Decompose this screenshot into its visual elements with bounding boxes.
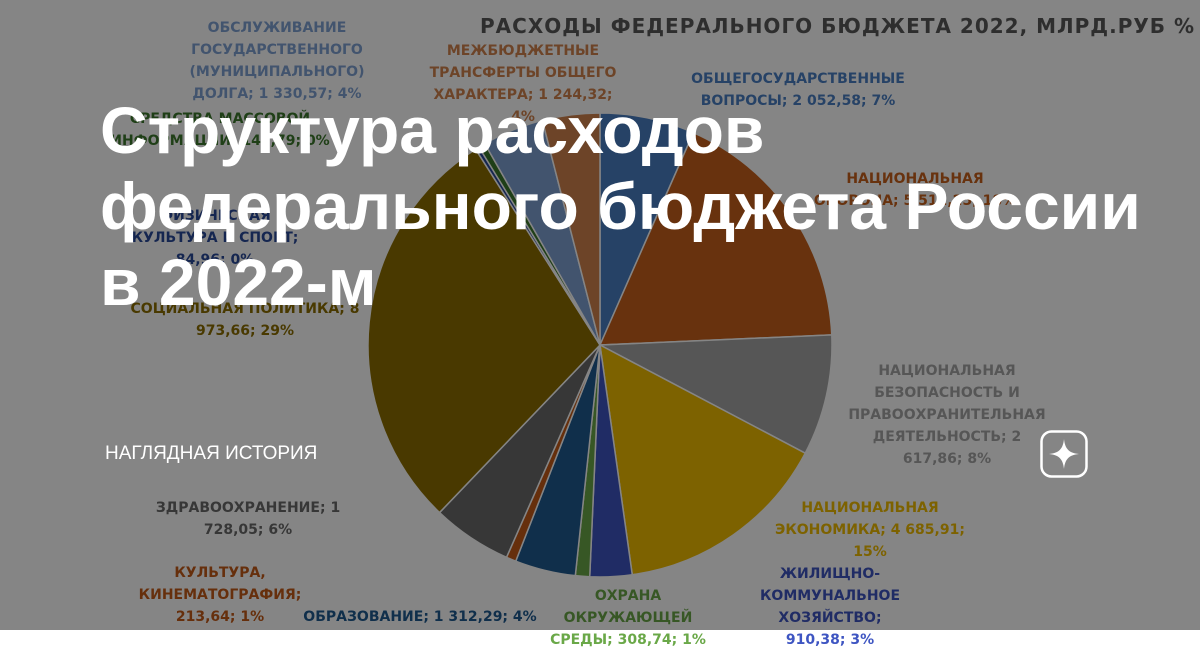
label-value: 308,74; bbox=[617, 632, 678, 648]
pie-slice bbox=[597, 334, 833, 455]
label-share: 0% bbox=[230, 252, 255, 268]
label-share: 4% bbox=[512, 609, 537, 625]
pie-slice bbox=[598, 131, 833, 346]
data-label: ФИЗИЧЕСКАЯ КУЛЬТУРА И СПОРТ; 84,96; 0% bbox=[125, 205, 305, 271]
label-share: 4% bbox=[337, 86, 362, 102]
label-category: ЖИЛИЩНО-КОММУНАЛЬНОЕ ХОЗЯЙСТВО; bbox=[759, 566, 901, 626]
headline-line: в 2022-м bbox=[100, 245, 377, 319]
data-label: МЕЖБЮДЖЕТНЫЕ ТРАНСФЕРТЫ ОБЩЕГО ХАРАКТЕРА… bbox=[423, 40, 623, 128]
label-share: 29% bbox=[260, 323, 294, 339]
headline-line: федерального бюджета России bbox=[100, 169, 1141, 243]
data-label: НАЦИОНАЛЬНАЯ БЕЗОПАСНОСТЬ И ПРАВООХРАНИТ… bbox=[845, 360, 1050, 470]
pie-slice bbox=[599, 343, 807, 576]
label-value: 1 330,57; bbox=[258, 86, 333, 102]
data-label: ОБРАЗОВАНИЕ; 1 312,29; 4% bbox=[300, 606, 540, 628]
data-label: СОЦИАЛЬНАЯ ПОЛИТИКА; 8 973,66; 29% bbox=[130, 298, 360, 342]
label-category: ОХРАНА ОКРУЖАЮЩЕЙ СРЕДЫ; bbox=[550, 588, 693, 648]
label-value: 4 685,91; bbox=[890, 522, 965, 538]
data-label: ЗДРАВООХРАНЕНИЕ; 1 728,05; 6% bbox=[148, 497, 348, 541]
label-share: 6% bbox=[268, 522, 293, 538]
data-label: СРЕДСТВА МАССОВОЙ ИНФОРМАЦИИ; 143,79; 0% bbox=[100, 108, 340, 152]
label-category: ОБЩЕГОСУДАРСТВЕННЫЕ ВОПРОСЫ; bbox=[691, 71, 905, 109]
chart: РАСХОДЫ ФЕДЕРАЛЬНОГО БЮДЖЕТА 2022, МЛРД.… bbox=[100, 14, 1196, 648]
label-share: 1% bbox=[240, 609, 265, 625]
label-category: ОБРАЗОВАНИЕ; bbox=[303, 609, 429, 625]
label-value: 2 052,58; bbox=[792, 93, 867, 109]
label-category: НАЦИОНАЛЬНАЯ ЭКОНОМИКА; bbox=[775, 500, 939, 538]
chart-title: РАСХОДЫ ФЕДЕРАЛЬНОГО БЮДЖЕТА 2022, МЛРД.… bbox=[480, 14, 1196, 38]
data-label: КУЛЬТУРА, КИНЕМАТОГРАФИЯ; 213,64; 1% bbox=[120, 562, 320, 628]
label-category: СОЦИАЛЬНАЯ ПОЛИТИКА; bbox=[130, 301, 345, 317]
label-value: 8 973,66; bbox=[195, 301, 360, 339]
label-value: 84,96; bbox=[175, 252, 226, 268]
brand: НАГЛЯДНАЯ ИСТОРИЯ bbox=[105, 443, 318, 464]
label-category: СРЕДСТВА МАССОВОЙ ИНФОРМАЦИИ; bbox=[110, 111, 311, 149]
pie-slice bbox=[541, 112, 601, 346]
label-share: 18% bbox=[982, 193, 1017, 209]
label-value: 213,64; bbox=[175, 609, 236, 625]
label-category: ОБСЛУЖИВАНИЕ ГОСУДАРСТВЕННОГО (МУНИЦИПАЛ… bbox=[189, 20, 365, 102]
data-label: НАЦИОНАЛЬНАЯ ОБОРОНА; 5 512,25; 18% bbox=[805, 168, 1025, 212]
pie bbox=[367, 112, 833, 578]
label-share: 8% bbox=[967, 451, 992, 467]
label-category: НАЦИОНАЛЬНАЯ БЕЗОПАСНОСТЬ И ПРАВООХРАНИТ… bbox=[848, 363, 1046, 445]
label-value: 1 728,05; bbox=[203, 500, 341, 538]
label-share: 3% bbox=[850, 632, 875, 648]
label-value: 1 244,32; bbox=[538, 87, 613, 103]
label-share: 1% bbox=[682, 632, 706, 648]
headline: Структура расходов федерального бюджета Р… bbox=[100, 92, 1141, 320]
label-category: ЗДРАВООХРАНЕНИЕ; bbox=[155, 500, 326, 516]
label-category: НАЦИОНАЛЬНАЯ ОБОРОНА; bbox=[813, 171, 984, 209]
data-label: ОБЩЕГОСУДАРСТВЕННЫЕ ВОПРОСЫ; 2 052,58; 7… bbox=[688, 68, 908, 112]
label-share: 7% bbox=[871, 93, 896, 109]
label-value: 5 512,25; bbox=[903, 193, 978, 209]
label-value: 910,38; bbox=[785, 632, 846, 648]
label-share: 15% bbox=[853, 544, 887, 560]
pie-slice bbox=[367, 148, 601, 514]
label-share: 0% bbox=[305, 133, 330, 149]
data-label: ОБСЛУЖИВАНИЕ ГОСУДАРСТВЕННОГО (МУНИЦИПАЛ… bbox=[172, 17, 382, 105]
overlay bbox=[0, 0, 1200, 630]
label-category: МЕЖБЮДЖЕТНЫЕ ТРАНСФЕРТЫ ОБЩЕГО ХАРАКТЕРА… bbox=[429, 43, 617, 103]
label-value: 2 617,86; bbox=[902, 429, 1022, 467]
label-value: 143,79; bbox=[241, 133, 302, 149]
logo bbox=[1040, 430, 1088, 478]
label-value: 1 312,29; bbox=[433, 609, 509, 625]
data-label: НАЦИОНАЛЬНАЯ ЭКОНОМИКА; 4 685,91; 15% bbox=[760, 497, 980, 563]
label-category: КУЛЬТУРА, КИНЕМАТОГРАФИЯ; bbox=[138, 565, 302, 603]
label-share: 4% bbox=[511, 109, 535, 125]
headline-line: Структура расходов bbox=[100, 93, 765, 167]
label-category: ФИЗИЧЕСКАЯ КУЛЬТУРА И СПОРТ; bbox=[131, 208, 299, 246]
